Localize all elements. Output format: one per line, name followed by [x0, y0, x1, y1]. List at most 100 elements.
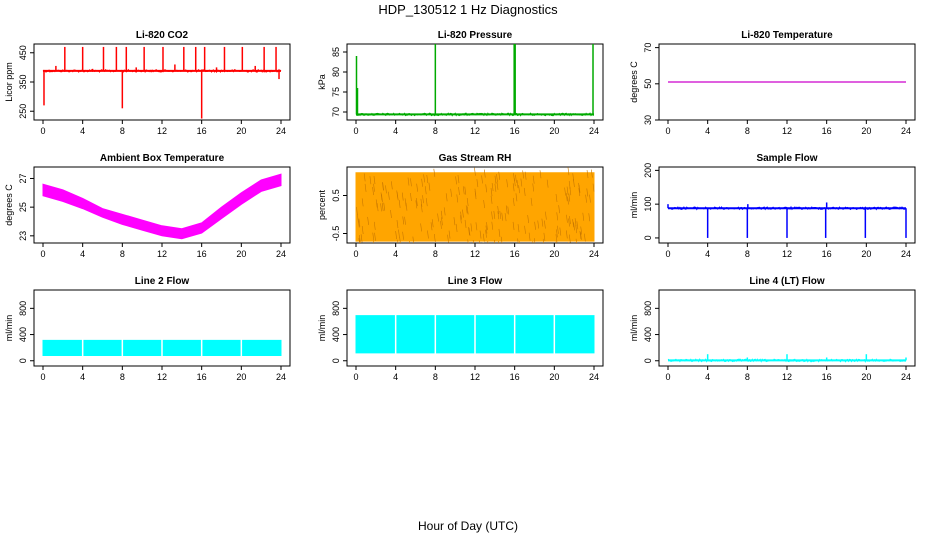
y-tick-label: 400 — [331, 327, 341, 342]
series-noise — [355, 112, 595, 117]
series-texture — [573, 222, 575, 231]
series-texture — [447, 234, 449, 243]
y-axis-label: kPa — [317, 74, 327, 90]
series-texture — [505, 205, 508, 214]
series-texture — [506, 179, 508, 188]
series-texture — [485, 229, 487, 238]
series-texture — [468, 227, 471, 236]
series-group — [667, 202, 907, 238]
series-group — [42, 173, 282, 240]
series-texture — [405, 202, 408, 211]
series-texture — [381, 203, 384, 212]
series-texture — [493, 210, 496, 219]
panel-3: Li-820 Temperature degrees C 0 4 8 12 16 20 24 30… — [629, 30, 916, 136]
series-texture — [566, 186, 569, 195]
y-tick-label: 27 — [18, 173, 28, 183]
series-texture — [374, 232, 376, 241]
x-tick-label: 0 — [665, 372, 670, 382]
plot-frame — [346, 43, 604, 121]
series-texture — [388, 191, 390, 200]
x-tick-label: 0 — [665, 249, 670, 259]
x-tick-label: 24 — [901, 126, 911, 136]
x-tick-label: 0 — [665, 126, 670, 136]
series-texture — [397, 239, 399, 243]
series-texture — [569, 216, 571, 225]
x-tick-label: 12 — [470, 249, 480, 259]
series-texture — [424, 186, 427, 195]
series-group — [355, 314, 595, 354]
series-texture — [467, 239, 469, 243]
series-texture — [455, 223, 458, 232]
series-texture — [578, 182, 580, 192]
series-texture — [358, 218, 361, 227]
series-texture — [404, 216, 406, 225]
series-texture — [367, 216, 369, 225]
series-texture — [491, 182, 494, 192]
series-texture — [518, 185, 520, 194]
panel-1: Li-820 CO2 Licor ppm 0 4 8 12 16 20 24 250 350 450 — [4, 30, 291, 136]
x-tick-label: 20 — [861, 372, 871, 382]
series-texture — [515, 193, 518, 202]
series-texture — [539, 170, 542, 179]
series-texture — [496, 181, 499, 190]
series-texture — [476, 179, 479, 188]
series-texture — [517, 238, 519, 243]
series-texture — [574, 218, 577, 227]
series-texture — [373, 183, 375, 192]
series-texture — [458, 186, 460, 196]
series-texture — [568, 218, 570, 227]
series-texture — [545, 211, 547, 220]
series-texture — [504, 213, 507, 222]
series-texture — [565, 193, 568, 202]
x-tick-label: 20 — [549, 126, 559, 136]
x-tick-label: 16 — [510, 372, 520, 382]
series-texture — [573, 179, 575, 188]
series-texture — [578, 187, 581, 197]
series-texture — [557, 225, 559, 234]
series-texture — [401, 192, 404, 201]
y-axis-label: degrees C — [629, 61, 639, 103]
series-texture — [487, 240, 489, 243]
x-tick-label: 4 — [80, 372, 85, 382]
series-texture — [372, 232, 375, 241]
panel-8: Line 3 Flow ml/min 0 4 8 12 16 20 24 0 400 800 — [317, 276, 604, 382]
series-texture — [373, 221, 376, 230]
x-tick-label: 16 — [510, 126, 520, 136]
panel-title: Sample Flow — [756, 153, 817, 164]
series-texture — [532, 183, 535, 192]
series-texture — [448, 230, 451, 239]
series-texture — [555, 241, 557, 243]
y-tick-label: 200 — [643, 163, 653, 178]
x-tick-label: 8 — [433, 249, 438, 259]
series-texture — [440, 220, 442, 229]
series-texture — [395, 230, 397, 240]
series-texture — [426, 174, 429, 184]
series-texture — [428, 182, 431, 191]
series-texture — [512, 221, 515, 230]
series-band — [355, 172, 595, 242]
x-tick-label: 8 — [120, 126, 125, 136]
series-texture — [494, 175, 497, 184]
y-tick-label: 100 — [643, 197, 653, 212]
x-tick-label: 20 — [236, 126, 246, 136]
series-texture — [569, 187, 572, 196]
series-texture — [427, 230, 429, 239]
x-tick-label: 24 — [276, 372, 286, 382]
x-tick-label: 4 — [393, 249, 398, 259]
series-texture — [588, 213, 591, 222]
series-texture — [466, 206, 469, 215]
series-texture — [533, 238, 536, 243]
x-tick-label: 12 — [470, 126, 480, 136]
series-texture — [433, 233, 436, 243]
x-tick-label: 20 — [549, 372, 559, 382]
series-texture — [516, 180, 519, 189]
y-tick-label: 23 — [18, 231, 28, 241]
series-texture — [462, 186, 465, 195]
x-tick-label: 12 — [157, 249, 167, 259]
series-texture — [457, 175, 460, 184]
x-tick-label: 12 — [782, 249, 792, 259]
series-texture — [580, 231, 582, 240]
series-texture — [580, 226, 583, 235]
series-texture — [373, 176, 376, 185]
series-texture — [501, 212, 504, 221]
